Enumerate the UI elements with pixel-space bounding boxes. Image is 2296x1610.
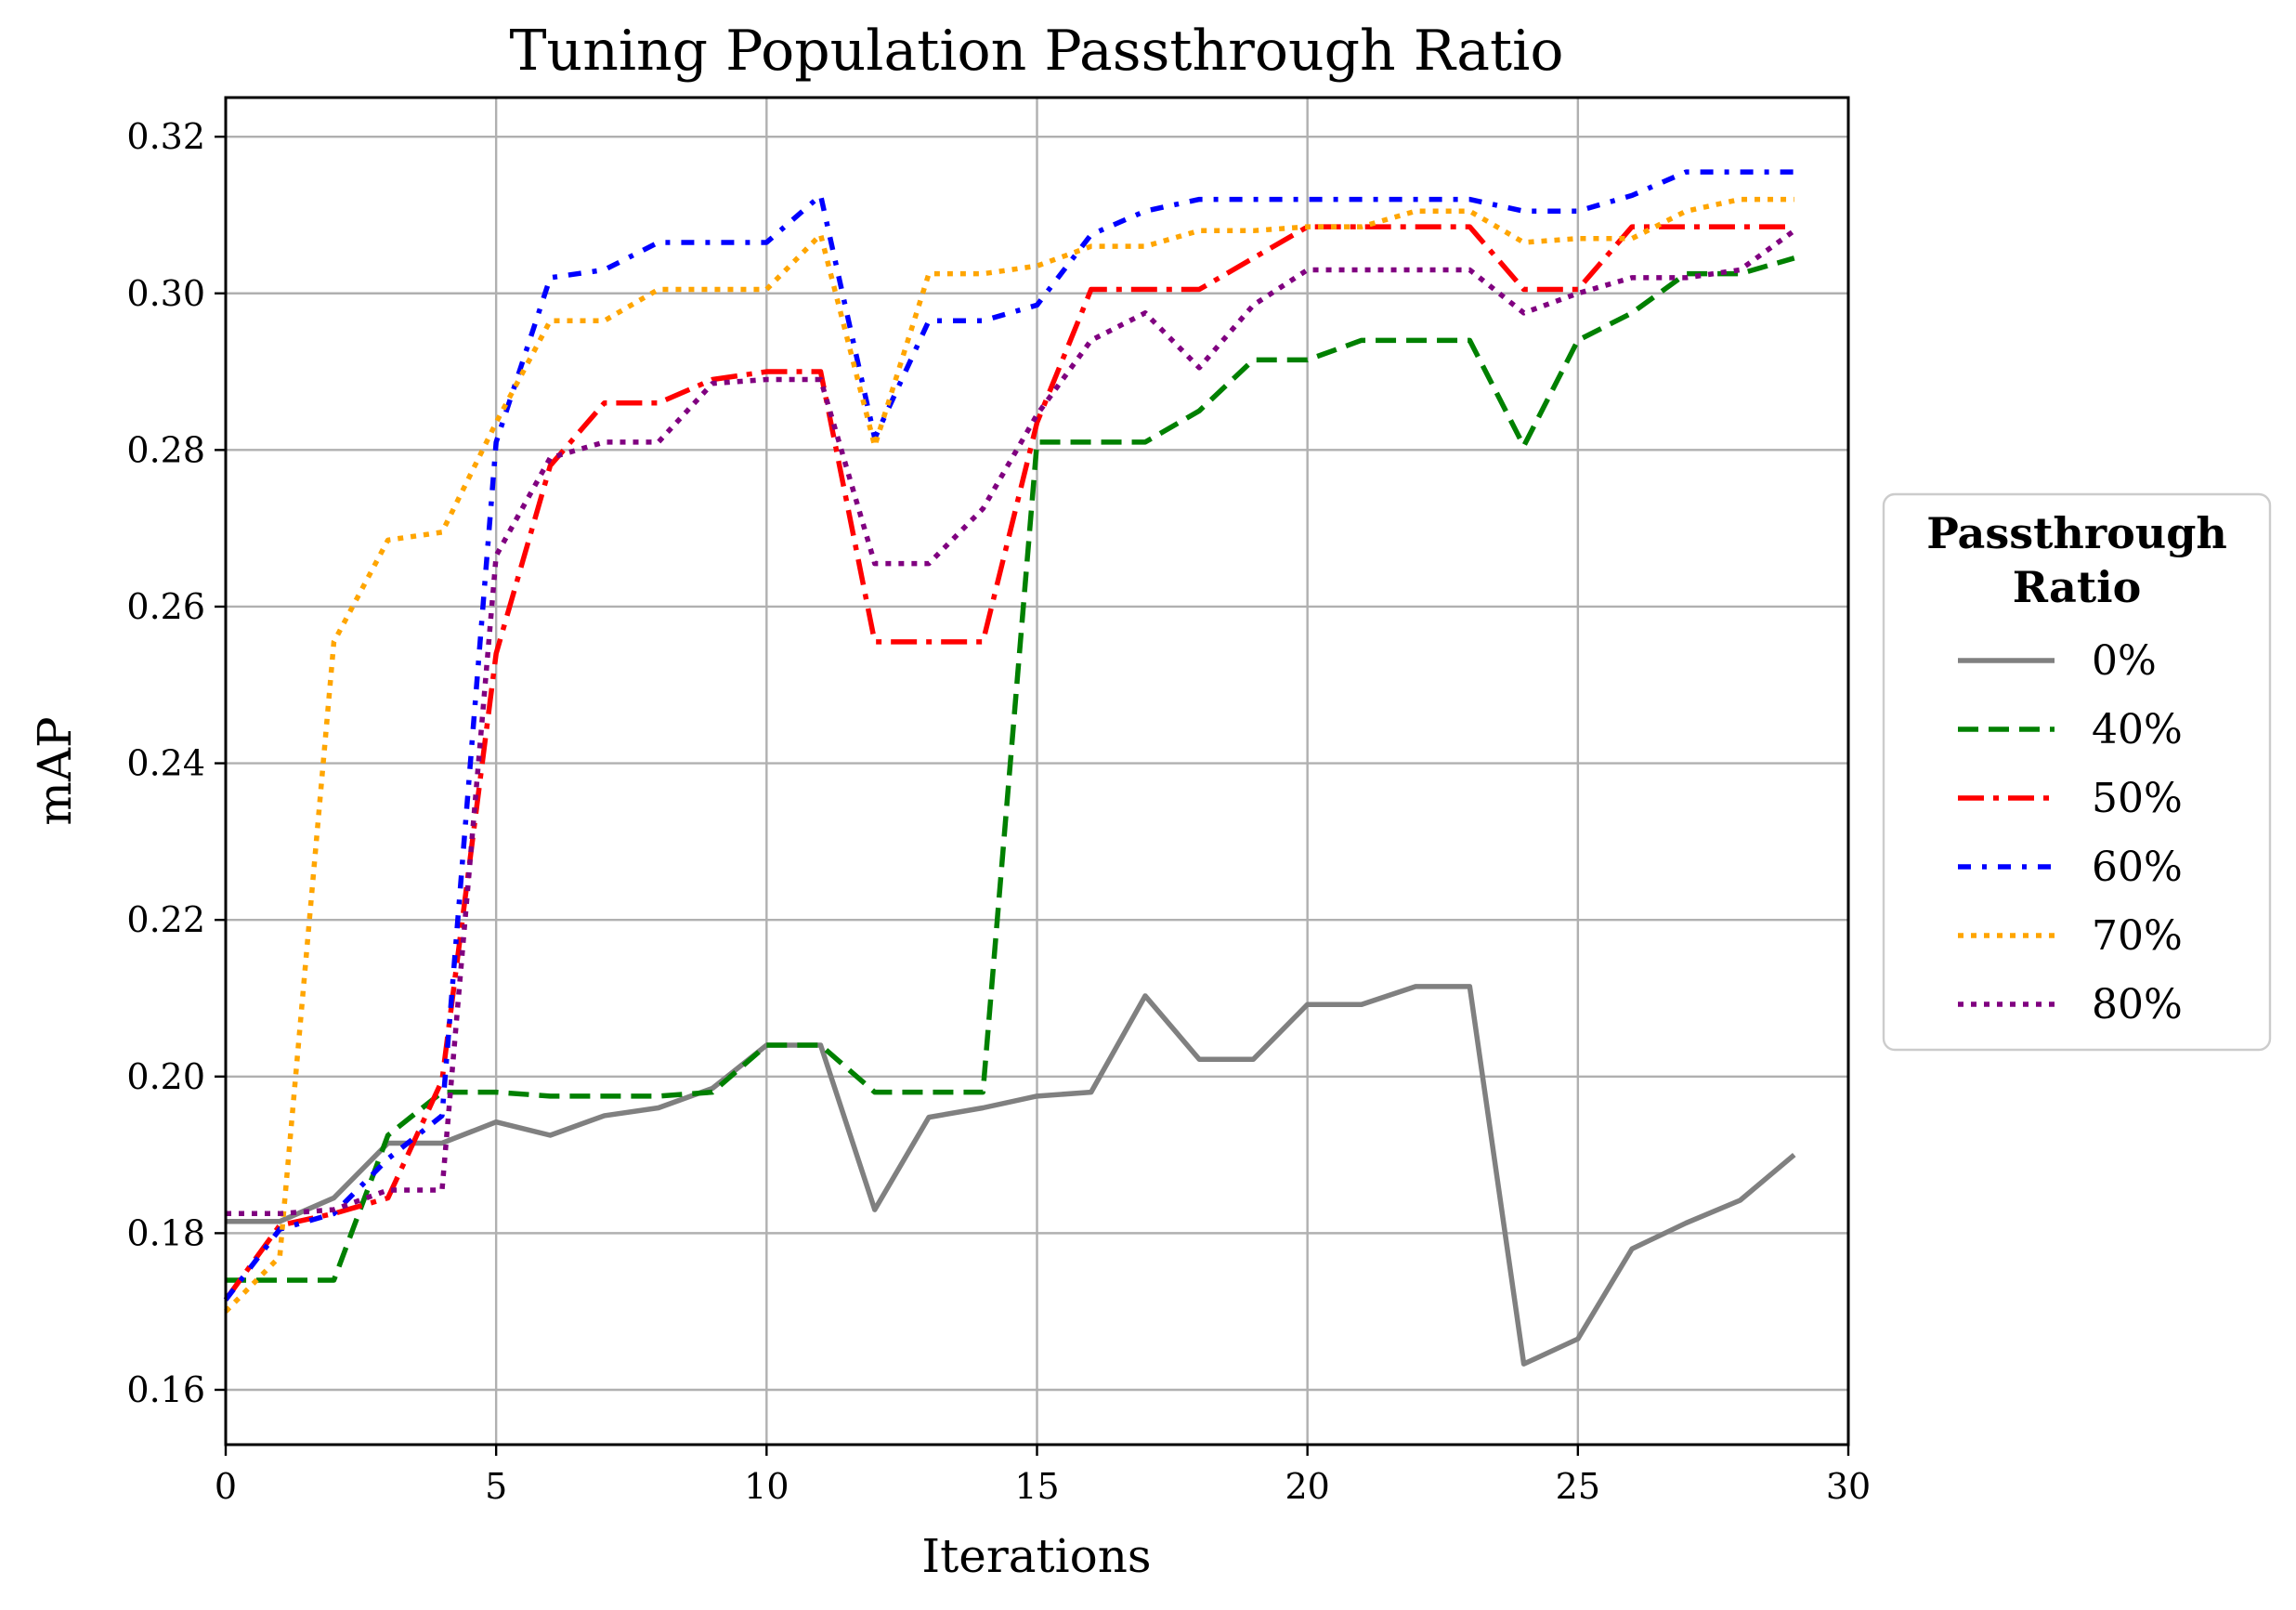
legend-label: 50% xyxy=(2092,775,2183,822)
legend-label: 40% xyxy=(2092,706,2183,753)
x-tick-label: 10 xyxy=(744,1466,789,1507)
x-tick-label: 25 xyxy=(1556,1466,1600,1507)
legend: Passthrough Ratio 0% 40% 50% 60% 70% 80% xyxy=(1882,492,2272,1052)
legend-label: 0% xyxy=(2092,637,2157,685)
y-tick-label: 0.18 xyxy=(126,1212,205,1253)
axis-ticks: 0 5 10 15 20 25 30 0.16 0.18 0.20 0.22 0.24 0.26 0.28… xyxy=(126,116,1871,1507)
legend-title-line2: Ratio xyxy=(2013,562,2142,612)
series-line-60pct xyxy=(223,169,1794,1302)
legend-title-line1: Passthrough xyxy=(1926,508,2227,558)
legend-entries: 0% 40% 50% 60% 70% 80% xyxy=(1958,637,2183,1028)
y-tick-label: 0.22 xyxy=(126,899,205,940)
y-tick-label: 0.28 xyxy=(126,429,205,470)
legend-label: 60% xyxy=(2092,844,2183,891)
y-axis-label: mAP xyxy=(28,716,82,825)
x-tick-label: 15 xyxy=(1014,1466,1059,1507)
y-tick-label: 0.32 xyxy=(126,116,205,157)
y-tick-label: 0.16 xyxy=(126,1369,205,1410)
x-axis-label: Iterations xyxy=(921,1529,1151,1583)
series-line-0pct xyxy=(226,984,1796,1367)
x-tick-label: 5 xyxy=(485,1466,507,1507)
series-line-70pct xyxy=(224,196,1794,1314)
y-tick-label: 0.24 xyxy=(126,743,205,784)
series-line-50pct xyxy=(223,224,1794,1302)
chart-title: Tuning Population Passthrough Ratio xyxy=(510,19,1564,84)
series-lines xyxy=(223,169,1796,1367)
x-tick-label: 30 xyxy=(1826,1466,1871,1507)
legend-label: 80% xyxy=(2092,981,2183,1028)
y-tick-label: 0.20 xyxy=(126,1056,205,1097)
series-line-40pct xyxy=(226,255,1795,1283)
x-tick-label: 0 xyxy=(215,1466,237,1507)
y-tick-label: 0.30 xyxy=(126,273,205,314)
legend-label: 70% xyxy=(2092,912,2183,960)
series-line-80pct xyxy=(226,229,1796,1217)
legend-box xyxy=(1882,492,2272,1052)
x-tick-label: 20 xyxy=(1285,1466,1329,1507)
y-tick-label: 0.26 xyxy=(126,586,205,627)
